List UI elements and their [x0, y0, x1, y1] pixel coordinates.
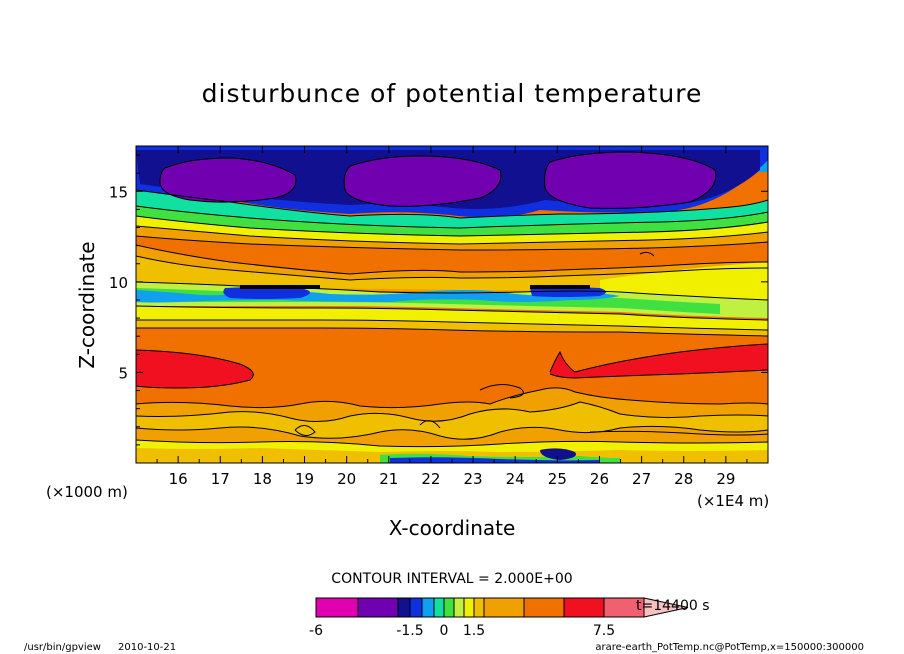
layer-low-amber [136, 320, 768, 336]
colorbar-box [563, 597, 605, 618]
y-axis: 5 10 15 [109, 154, 768, 446]
x-tick-label: 26 [590, 470, 609, 488]
colorbar-triangle [643, 597, 689, 618]
x-tick-label: 23 [464, 470, 483, 488]
mid-blue-pocket-left [223, 287, 310, 299]
colorbar-box [463, 597, 475, 618]
y-tick-label: 5 [118, 364, 128, 382]
footer-date: 2010-10-21 [118, 642, 176, 653]
colorbar-tick-label: -1.5 [396, 623, 423, 639]
colorbar-box [473, 597, 485, 618]
colorbar-box [523, 597, 565, 618]
layer-bottom-blue [390, 457, 600, 463]
contour-line-right [530, 285, 590, 289]
colorbar-box [453, 597, 465, 618]
x-tick-label: 24 [506, 470, 525, 488]
layer-bottom-darkblue [540, 448, 576, 460]
x-unit-left: (×1000 m) [46, 483, 128, 501]
plot-field [136, 146, 768, 463]
colorbar [315, 597, 689, 618]
contour-interval: CONTOUR INTERVAL = 2.000E+00 [331, 571, 572, 587]
x-tick-label: 22 [421, 470, 440, 488]
y-axis-label: Z-coordinate [75, 241, 99, 368]
x-tick-label: 19 [295, 470, 314, 488]
layer-low-yellow [136, 306, 768, 330]
x-tick-label: 29 [716, 470, 735, 488]
colorbar-box [433, 597, 445, 618]
colorbar-box [357, 597, 399, 618]
x-tick-label: 28 [674, 470, 693, 488]
footer-source: arare-earth_PotTemp.nc@PotTemp,x=150000:… [595, 642, 864, 653]
x-tick-label: 16 [169, 470, 188, 488]
colorbar-box [483, 597, 525, 618]
colorbar-tick-label: 7.5 [593, 623, 615, 639]
time-label: t=14400 s [636, 598, 710, 614]
x-unit-right: (×1E4 m) [697, 492, 769, 510]
colorbar-box [421, 597, 435, 618]
x-axis-label: X-coordinate [389, 516, 516, 540]
mid-blue-pocket-right [530, 287, 606, 297]
colorbar-box [443, 597, 455, 618]
colorbar-box [409, 597, 423, 618]
colorbar-ticks: -6 -1.5 0 1.5 7.5 [309, 623, 615, 639]
chart-title: disturbunce of potential temperature [202, 79, 703, 108]
layer-green [136, 206, 768, 236]
layer-orange-light [136, 226, 768, 250]
x-tick-label: 21 [379, 470, 398, 488]
layer-green-cyan [136, 190, 768, 228]
x-tick-label: 20 [337, 470, 356, 488]
red-lens-left [136, 350, 254, 388]
y-tick-label: 10 [109, 274, 128, 292]
layer-yellow [136, 216, 768, 244]
violet-cell-middle [343, 155, 502, 207]
footer-program: /usr/bin/gpview [24, 642, 101, 653]
colorbar-box [315, 597, 359, 618]
violet-cell-left [159, 157, 297, 203]
x-tick-label: 18 [253, 470, 272, 488]
x-tick-label: 27 [632, 470, 651, 488]
red-lens-right [550, 344, 768, 378]
violet-cell-right [544, 151, 717, 209]
x-axis: 16 17 18 19 20 21 22 23 24 25 26 27 28 29 [156, 146, 748, 488]
x-tick-label: 25 [548, 470, 567, 488]
colorbar-tick-label: 1.5 [463, 623, 485, 639]
contour-lines [136, 189, 768, 448]
x-tick-label: 17 [211, 470, 230, 488]
colorbar-tick-label: -6 [309, 623, 323, 639]
colorbar-box [397, 597, 411, 618]
colorbar-tick-label: 0 [440, 623, 449, 639]
y-tick-label: 15 [109, 183, 128, 201]
